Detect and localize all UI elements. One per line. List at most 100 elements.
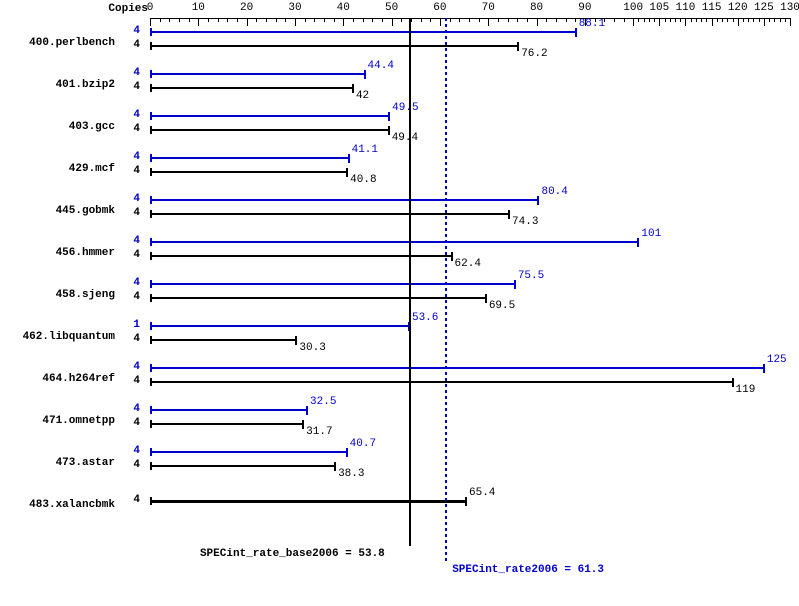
copies-value-base: 4: [120, 333, 140, 345]
peak-reference-dash: [445, 372, 447, 375]
peak-reference-dash: [445, 330, 447, 333]
x-axis-major-tick: [343, 18, 344, 26]
x-axis-minor-tick: [411, 18, 412, 22]
x-axis-minor-tick: [649, 18, 650, 22]
peak-reference-dash: [445, 516, 447, 519]
peak-reference-dash: [445, 354, 447, 357]
peak-bar-startcap: [150, 238, 152, 246]
base-value-label: 40.8: [350, 174, 376, 186]
peak-reference-dash: [445, 342, 447, 345]
copies-value-base: 4: [120, 459, 140, 471]
peak-reference-dash: [445, 180, 447, 183]
x-axis-minor-tick: [382, 18, 383, 22]
base-bar-startcap: [150, 84, 152, 92]
peak-reference-dash: [445, 324, 447, 327]
copies-value-base: 4: [120, 494, 140, 506]
spec-rate-chart: Copies 010203040506070809010010511011512…: [0, 0, 799, 606]
peak-reference-dash: [445, 432, 447, 435]
peak-reference-dash: [445, 420, 447, 423]
copies-value-base: 4: [120, 123, 140, 135]
copies-value-peak: 4: [120, 151, 140, 163]
benchmark-label: 403.gcc: [5, 121, 115, 133]
x-axis-minor-tick: [727, 18, 728, 22]
peak-reference-dash: [445, 414, 447, 417]
x-axis-minor-tick: [743, 18, 744, 22]
base-bar-endcap: [352, 84, 354, 93]
copies-value-base: 4: [120, 417, 140, 429]
peak-reference-dash: [445, 528, 447, 531]
peak-reference-dash: [445, 36, 447, 39]
benchmark-label: 462.libquantum: [5, 331, 115, 343]
base-bar-startcap: [150, 210, 152, 218]
x-axis-minor-tick: [430, 18, 431, 22]
peak-bar-startcap: [150, 364, 152, 372]
peak-reference-dash: [445, 450, 447, 453]
x-axis-minor-tick: [517, 18, 518, 22]
peak-reference-dash: [445, 204, 447, 207]
base-bar-startcap: [150, 497, 152, 505]
peak-bar-startcap: [150, 406, 152, 414]
x-axis-minor-tick: [469, 18, 470, 22]
base-bar: [150, 500, 466, 503]
peak-reference-dash: [445, 546, 447, 549]
copies-value-peak: 4: [120, 109, 140, 121]
peak-reference-dash: [445, 144, 447, 147]
x-axis-tick-label: 100: [623, 2, 643, 14]
x-axis-minor-tick: [179, 18, 180, 22]
peak-bar: [150, 199, 538, 201]
peak-reference-dash: [445, 258, 447, 261]
peak-reference-dash: [445, 288, 447, 291]
copies-value-peak: 4: [120, 361, 140, 373]
copies-value-peak: 4: [120, 67, 140, 79]
peak-reference-dash: [445, 504, 447, 507]
base-bar: [150, 339, 296, 341]
peak-value-label: 88.1: [579, 18, 605, 30]
peak-bar: [150, 367, 764, 369]
copies-value-peak: 4: [120, 277, 140, 289]
peak-bar-endcap: [388, 112, 390, 121]
peak-reference-dash: [445, 522, 447, 525]
x-axis-minor-tick: [218, 18, 219, 22]
copies-value-base: 4: [120, 249, 140, 261]
x-axis-minor-tick: [675, 18, 676, 22]
peak-reference-dash: [445, 192, 447, 195]
x-axis-minor-tick: [769, 18, 770, 22]
x-axis-tick-label: 0: [147, 2, 154, 14]
peak-reference-dash: [445, 168, 447, 171]
x-axis-minor-tick: [314, 18, 315, 22]
x-axis-minor-tick: [691, 18, 692, 22]
peak-value-label: 40.7: [350, 438, 376, 450]
peak-reference-dash: [445, 378, 447, 381]
base-bar-endcap: [485, 294, 487, 303]
benchmark-label: 456.hmmer: [5, 247, 115, 259]
benchmark-label: 483.xalancbmk: [5, 499, 115, 511]
peak-bar-endcap: [346, 448, 348, 457]
peak-reference-dash: [445, 48, 447, 51]
x-axis-tick-label: 125: [754, 2, 774, 14]
peak-reference-dash: [445, 276, 447, 279]
x-axis-tick-label: 60: [433, 2, 446, 14]
base-bar-endcap: [334, 462, 336, 471]
x-axis-minor-tick: [566, 18, 567, 22]
x-axis-major-tick: [712, 18, 713, 26]
copies-value-peak: 4: [120, 193, 140, 205]
base-bar: [150, 129, 389, 131]
peak-reference-dash: [445, 54, 447, 57]
peak-reference-dash: [445, 390, 447, 393]
x-axis-major-tick: [198, 18, 199, 26]
x-axis-minor-tick: [276, 18, 277, 22]
base-value-label: 74.3: [512, 216, 538, 228]
peak-reference-dash: [445, 384, 447, 387]
peak-bar-endcap: [537, 196, 539, 205]
x-axis-minor-tick: [670, 18, 671, 22]
peak-reference-dash: [445, 30, 447, 33]
x-axis-minor-tick: [680, 18, 681, 22]
benchmark-label: 464.h264ref: [5, 373, 115, 385]
base-bar-endcap: [451, 252, 453, 261]
copies-value-peak: 1: [120, 319, 140, 331]
peak-reference-dash: [445, 552, 447, 555]
peak-reference-dash: [445, 462, 447, 465]
x-axis-minor-tick: [614, 18, 615, 22]
x-axis-minor-tick: [774, 18, 775, 22]
peak-reference-dash: [445, 360, 447, 363]
